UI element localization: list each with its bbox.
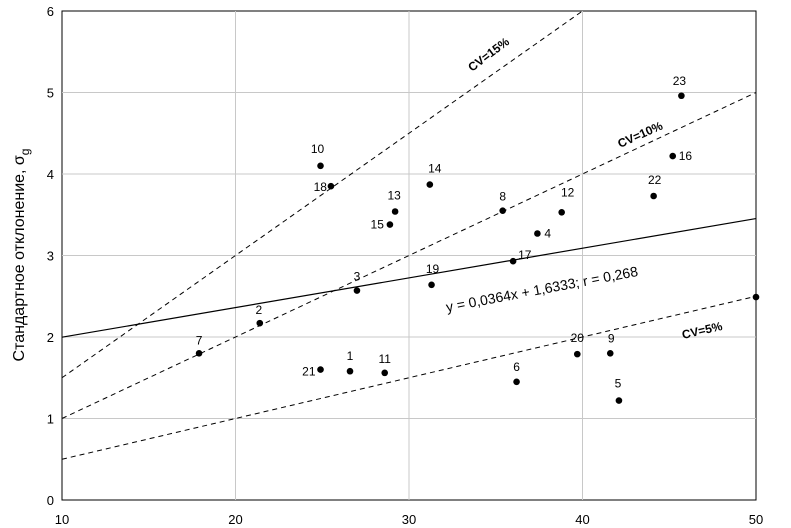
x-tick-label: 40 [575, 512, 589, 527]
data-point [615, 397, 623, 404]
point-label: 19 [426, 262, 440, 276]
point-label: 18 [314, 180, 328, 194]
point-label: 20 [571, 331, 585, 345]
data-point [391, 208, 399, 215]
point-label: 3 [354, 270, 361, 284]
data-point [752, 293, 760, 301]
data-point [499, 207, 506, 214]
data-point [509, 257, 517, 265]
data-point [327, 182, 335, 190]
y-tick-label: 4 [47, 167, 54, 182]
point-label: 13 [387, 188, 401, 202]
x-tick-label: 30 [402, 512, 416, 527]
point-label: 6 [513, 360, 520, 374]
data-point [381, 369, 389, 377]
data-point [195, 350, 203, 357]
point-label: 11 [378, 352, 391, 366]
y-axis-label: Стандартное отклонение, σg [11, 149, 32, 362]
data-point [317, 162, 324, 170]
point-label: 14 [428, 162, 442, 176]
point-label: 22 [648, 173, 662, 187]
y-tick-label: 6 [47, 4, 54, 19]
y-axis-label-subscript: g [18, 149, 32, 156]
y-axis-label-text: Стандартное отклонение, σ [11, 155, 28, 361]
y-tick-label: 1 [47, 412, 54, 427]
data-point [256, 319, 264, 327]
point-label: 2 [255, 303, 262, 317]
point-label: 17 [518, 248, 532, 262]
data-point [650, 192, 657, 200]
point-label: 9 [608, 331, 615, 345]
cv-line-label: CV=15% [465, 34, 512, 74]
data-point [558, 209, 565, 216]
point-label: 15 [371, 218, 385, 232]
data-point [534, 230, 541, 237]
point-label: 8 [499, 190, 506, 204]
y-tick-label: 3 [47, 249, 54, 264]
point-label: 5 [615, 377, 622, 391]
regression-line [61, 217, 757, 338]
point-label: 10 [311, 142, 325, 156]
data-point [669, 152, 677, 160]
data-point [426, 181, 434, 188]
x-tick-label: 50 [749, 512, 763, 527]
point-label: 4 [544, 226, 551, 240]
data-point [386, 221, 394, 228]
cv-line-label: CV=10% [616, 118, 666, 150]
cv-line-label: CV=5% [681, 319, 724, 342]
data-point [678, 92, 685, 100]
data-point [428, 281, 435, 289]
data-point [353, 287, 361, 294]
point-label: 7 [196, 333, 203, 347]
x-tick-label: 10 [55, 512, 69, 527]
data-point [513, 378, 520, 386]
point-label: 1 [347, 349, 354, 363]
cv-line [61, 92, 757, 419]
cv-line [61, 10, 583, 379]
data-point [317, 366, 324, 373]
point-label: 21 [302, 365, 316, 379]
y-tick-label: 5 [47, 86, 54, 101]
cv-line [61, 295, 757, 460]
data-point [606, 350, 614, 357]
point-label: 12 [561, 185, 575, 199]
data-point [573, 350, 581, 358]
regression-equation: y = 0,0364x + 1,6333; r = 0,268 [445, 263, 640, 315]
point-label: 16 [679, 149, 693, 163]
data-point [346, 367, 354, 375]
point-label: 23 [673, 74, 687, 88]
x-tick-label: 20 [228, 512, 242, 527]
grid [62, 11, 756, 500]
y-tick-label: 0 [47, 493, 54, 508]
y-tick-label: 2 [47, 330, 54, 345]
